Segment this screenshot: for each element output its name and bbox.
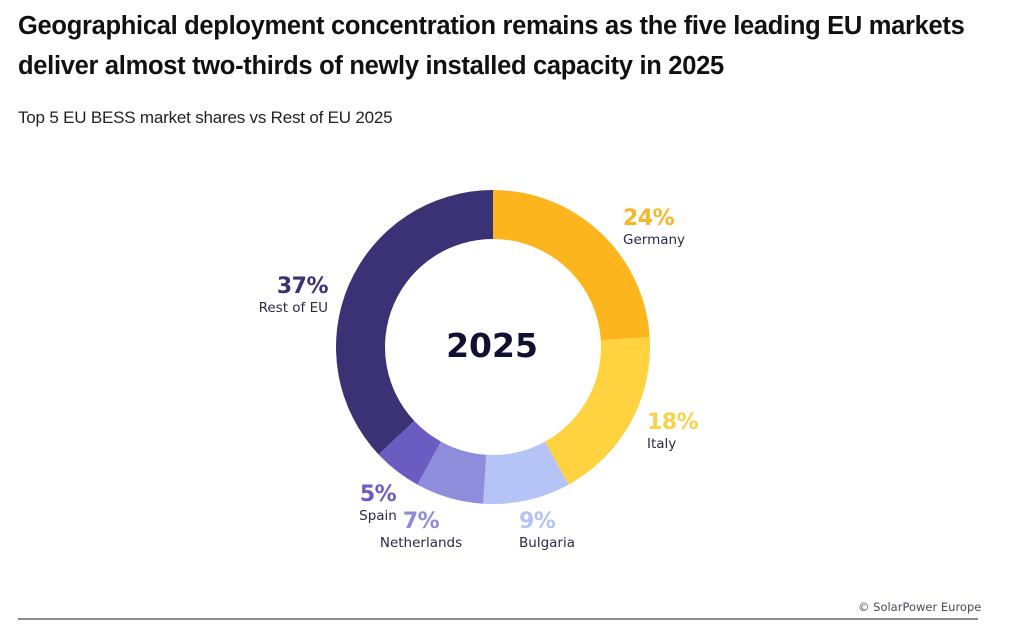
category-label-rest-of-eu: Rest of EU [259,300,328,316]
chart-subtitle: Top 5 EU BESS market shares vs Rest of E… [18,108,393,127]
chart-title: Geographical deployment concentration re… [18,12,965,80]
center-label: 2025 [446,326,538,365]
slice-rest-of-eu [336,190,493,455]
value-label-germany: 24% [623,206,675,231]
slice-spain [378,420,441,485]
slice-bulgaria [483,441,569,504]
category-label-spain: Spain [359,508,397,524]
donut-chart: 2025 24%Germany 18%Italy 9%Bulgaria 7%Nethe… [259,190,700,551]
footer-divider [18,618,978,620]
donut-labels: 24%Germany 18%Italy 9%Bulgaria 7%Netherland… [259,206,700,551]
value-label-rest-of-eu: 37% [277,274,329,299]
category-label-netherlands: Netherlands [380,535,462,551]
slice-germany [493,190,650,341]
category-label-germany: Germany [623,232,685,248]
donut-slices [336,190,650,504]
source-credit: © SolarPower Europe [858,600,982,614]
slice-netherlands [417,441,487,504]
value-label-italy: 18% [647,410,699,435]
value-label-netherlands: 7% [403,509,440,534]
value-label-spain: 5% [360,482,397,507]
value-label-bulgaria: 9% [519,509,556,534]
category-label-bulgaria: Bulgaria [519,535,575,551]
category-label-italy: Italy [647,436,676,452]
slice-italy [545,337,650,485]
